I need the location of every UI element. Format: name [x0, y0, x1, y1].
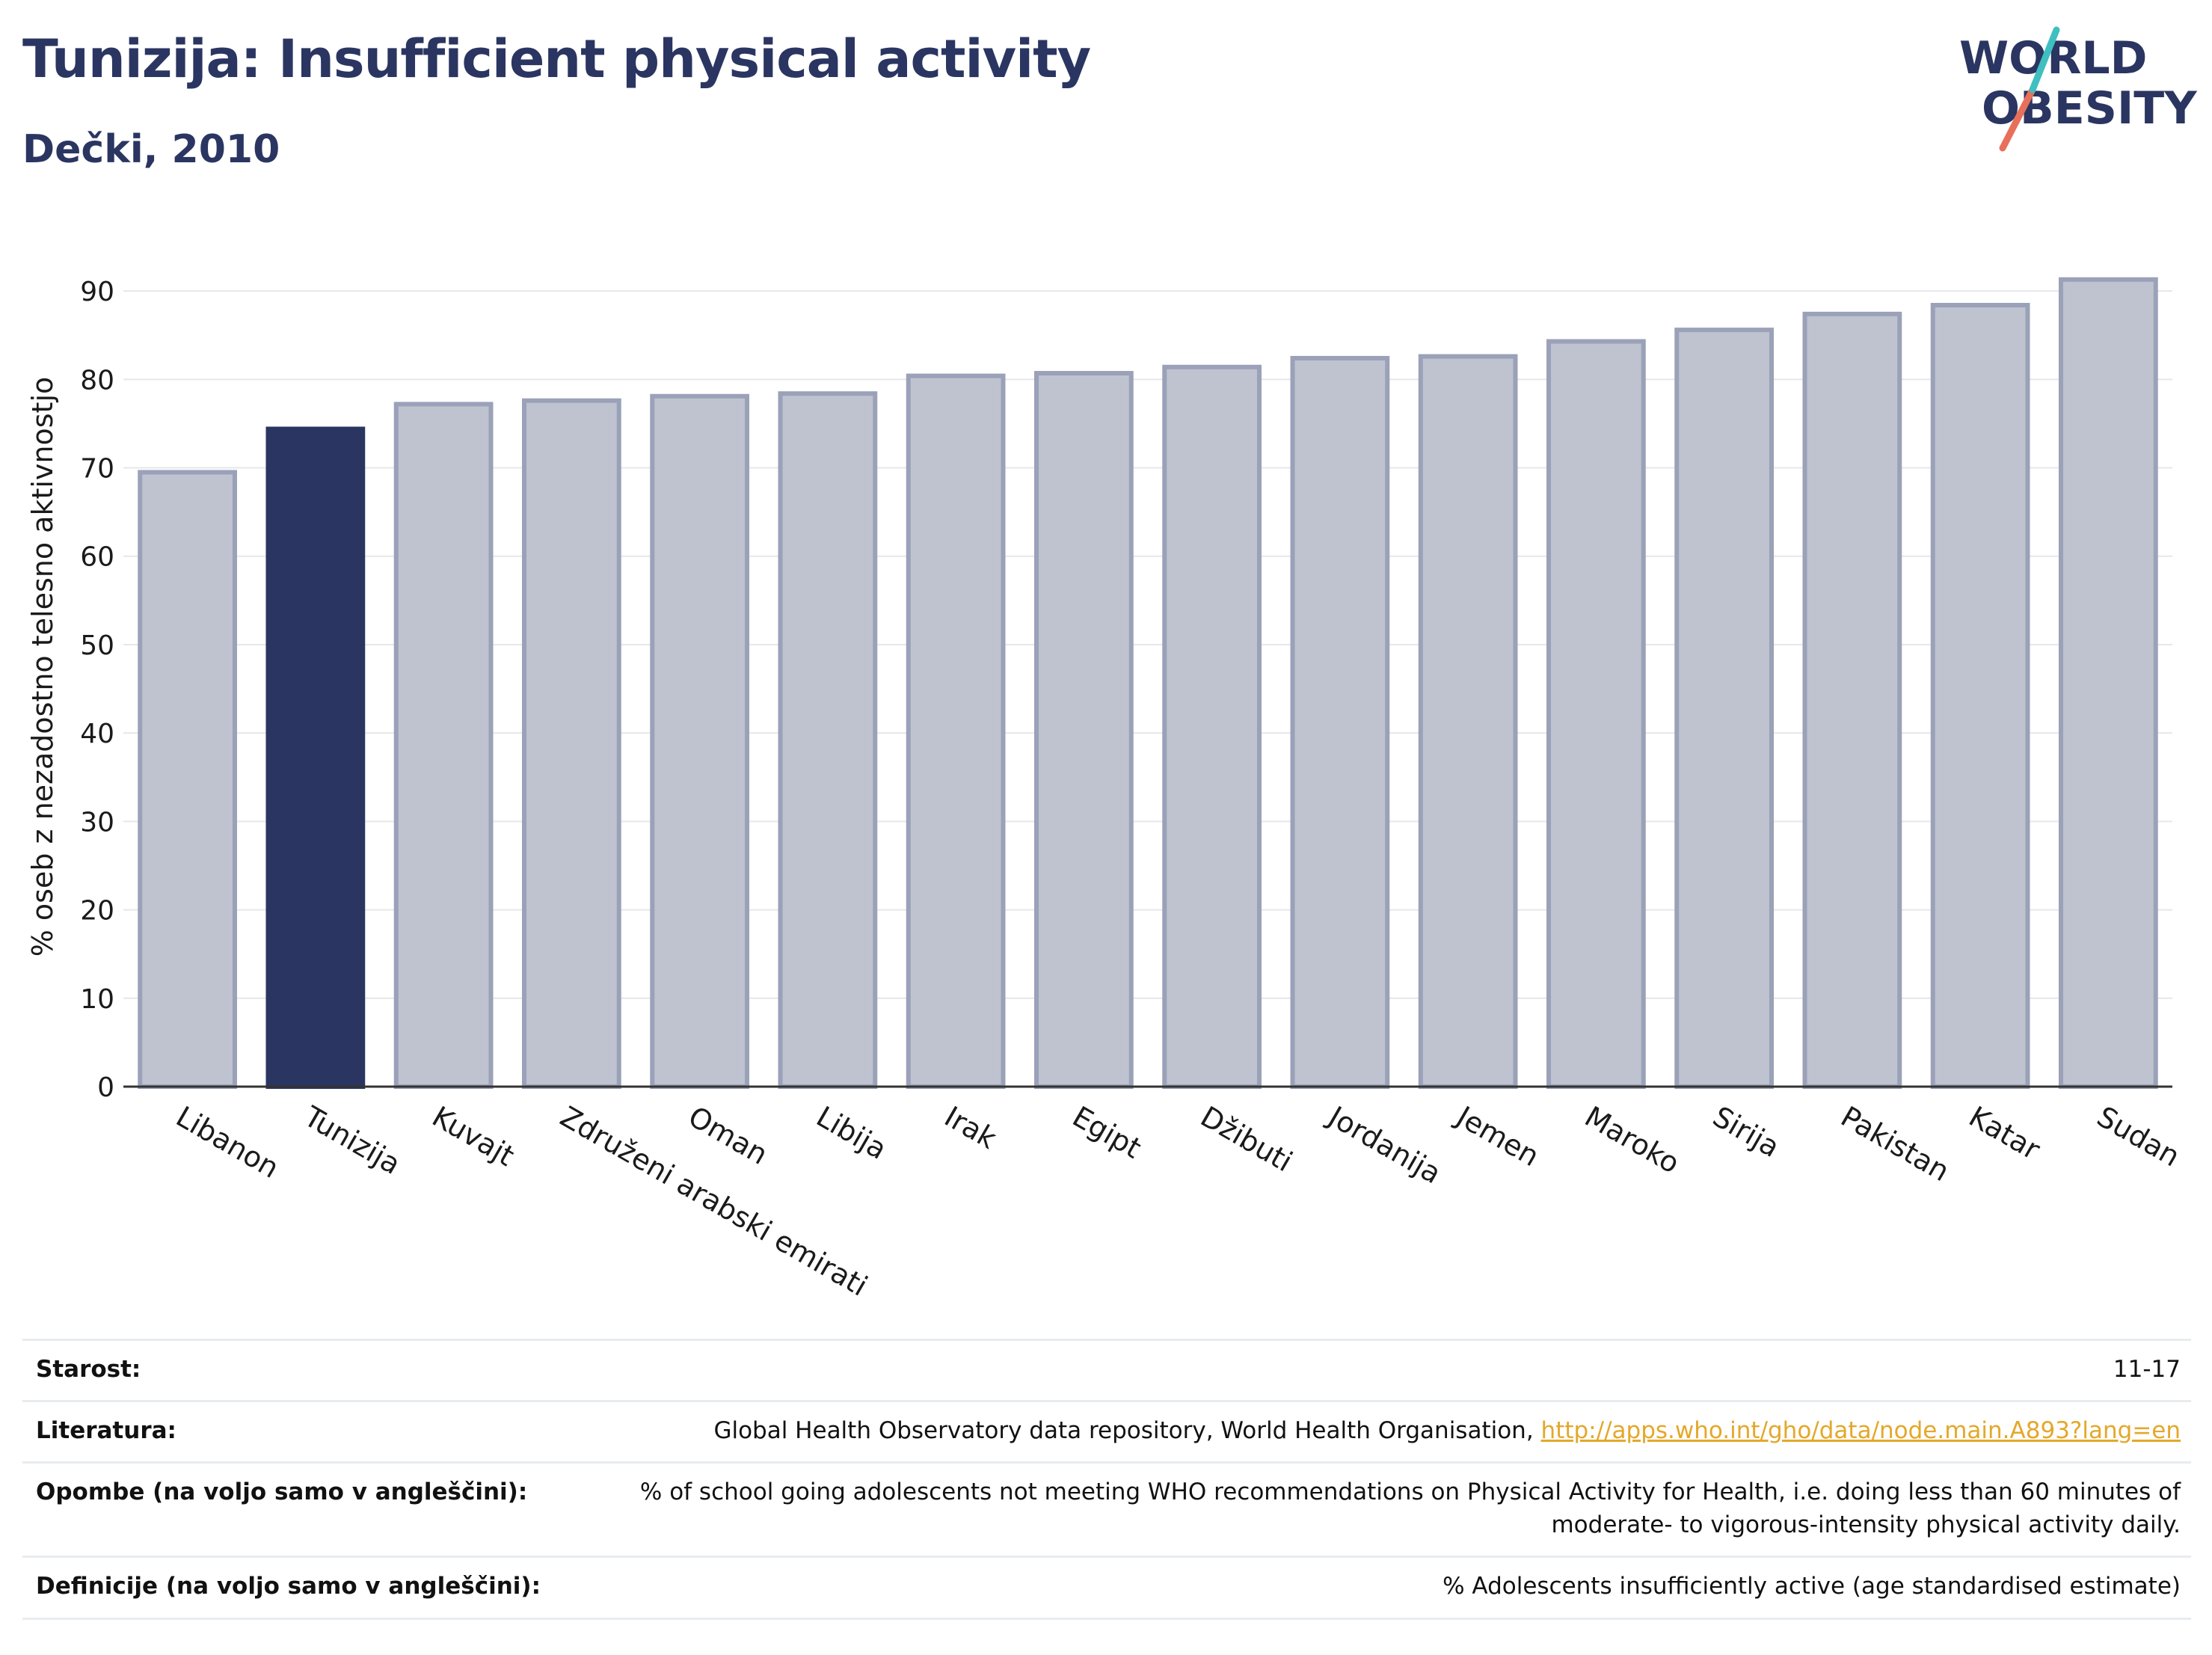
definitions-label: Definicije (na voljo samo v angleščini): [36, 1573, 541, 1600]
bar [650, 393, 749, 1089]
y-axis-ticks: 0 10 20 30 40 50 60 70 80 90 [80, 277, 114, 1103]
definitions-row: Definicije (na voljo samo v angleščini):… [22, 1556, 2191, 1620]
bar [1546, 339, 1646, 1089]
x-tick-label: Libija [811, 1100, 892, 1166]
y-tick-label: 40 [80, 719, 114, 749]
x-tick-label: Katar [1964, 1100, 2046, 1167]
bar [1930, 303, 2030, 1090]
notes-line1: % of school going adolescents not meetin… [639, 1479, 2181, 1505]
literature-label: Literatura: [36, 1417, 176, 1444]
bar [522, 398, 621, 1089]
bar [1034, 371, 1134, 1089]
x-tick-label: Pakistan [1835, 1100, 1955, 1188]
x-tick-label: Kuvajt [427, 1100, 520, 1173]
y-tick-label: 90 [80, 277, 114, 307]
bars [138, 277, 2158, 1090]
y-tick-label: 70 [80, 454, 114, 485]
x-tick-label: Jordanija [1322, 1099, 1447, 1191]
bar [1418, 354, 1518, 1089]
bar [393, 402, 494, 1089]
notes-line2: moderate- to vigorous-intensity physical… [1551, 1511, 2181, 1538]
y-tick-label: 0 [97, 1072, 114, 1103]
x-tick-label: Tunizija [298, 1099, 407, 1181]
x-tick-label: Jemen [1450, 1099, 1545, 1173]
definitions-value: % Adolescents insufficiently active (age… [1443, 1573, 2181, 1600]
x-tick-label: Libanon [170, 1100, 284, 1185]
chart-subtitle: Dečki, 2010 [22, 127, 280, 172]
bar [1674, 328, 1774, 1089]
age-label: Starost: [36, 1356, 141, 1383]
x-tick-label: Džibuti [1195, 1100, 1298, 1179]
y-axis-label: % oseb z nezadostno telesno aktivnostjo [26, 377, 59, 957]
notes-row: Opombe (na voljo samo v angleščini): % o… [22, 1461, 2191, 1556]
x-axis-ticks: Libanon Tunizija Kuvajt Združeni arabski em… [170, 1099, 2185, 1303]
literature-value: Global Health Observatory data repositor… [713, 1414, 2181, 1447]
y-tick-label: 30 [80, 807, 114, 838]
literature-link[interactable]: http://apps.who.int/gho/data/node.main.A… [1540, 1417, 2181, 1444]
x-tick-label: Maroko [1579, 1100, 1686, 1180]
x-tick-label: Irak [939, 1100, 1002, 1155]
chart-title: Tunizija: Insufficient physical activity [22, 28, 1091, 90]
bar-highlighted [265, 426, 366, 1089]
bar-chart: 0 10 20 30 40 50 60 70 80 90 Libanon Tunizija Kuvaj… [26, 277, 2186, 1303]
age-row: Starost: 11-17 [22, 1339, 2191, 1401]
y-tick-label: 80 [80, 365, 114, 396]
x-tick-label: Oman [683, 1100, 773, 1171]
x-tick-label: Sirija [1707, 1100, 1785, 1164]
bar [2059, 277, 2158, 1089]
bar [1162, 364, 1262, 1090]
bar [1290, 355, 1390, 1089]
bar [1802, 311, 1902, 1090]
y-tick-label: 50 [80, 630, 114, 661]
literature-text: Global Health Observatory data repositor… [713, 1417, 1534, 1444]
literature-row: Literatura: Global Health Observatory da… [22, 1400, 2191, 1462]
notes-label: Opombe (na voljo samo v angleščini): [36, 1479, 528, 1505]
x-tick-label: Egipt [1067, 1100, 1147, 1165]
bar [906, 373, 1006, 1090]
y-tick-label: 60 [80, 542, 114, 573]
bar [778, 391, 878, 1089]
world-obesity-logo: WORLD OBESITY [1959, 26, 2198, 152]
x-tick-label: Sudan [2092, 1100, 2186, 1173]
y-tick-label: 20 [80, 896, 114, 927]
notes-value: % of school going adolescents not meetin… [640, 1476, 2181, 1541]
age-value: 11-17 [2113, 1356, 2181, 1383]
y-tick-label: 10 [80, 984, 114, 1015]
bar [138, 470, 237, 1089]
